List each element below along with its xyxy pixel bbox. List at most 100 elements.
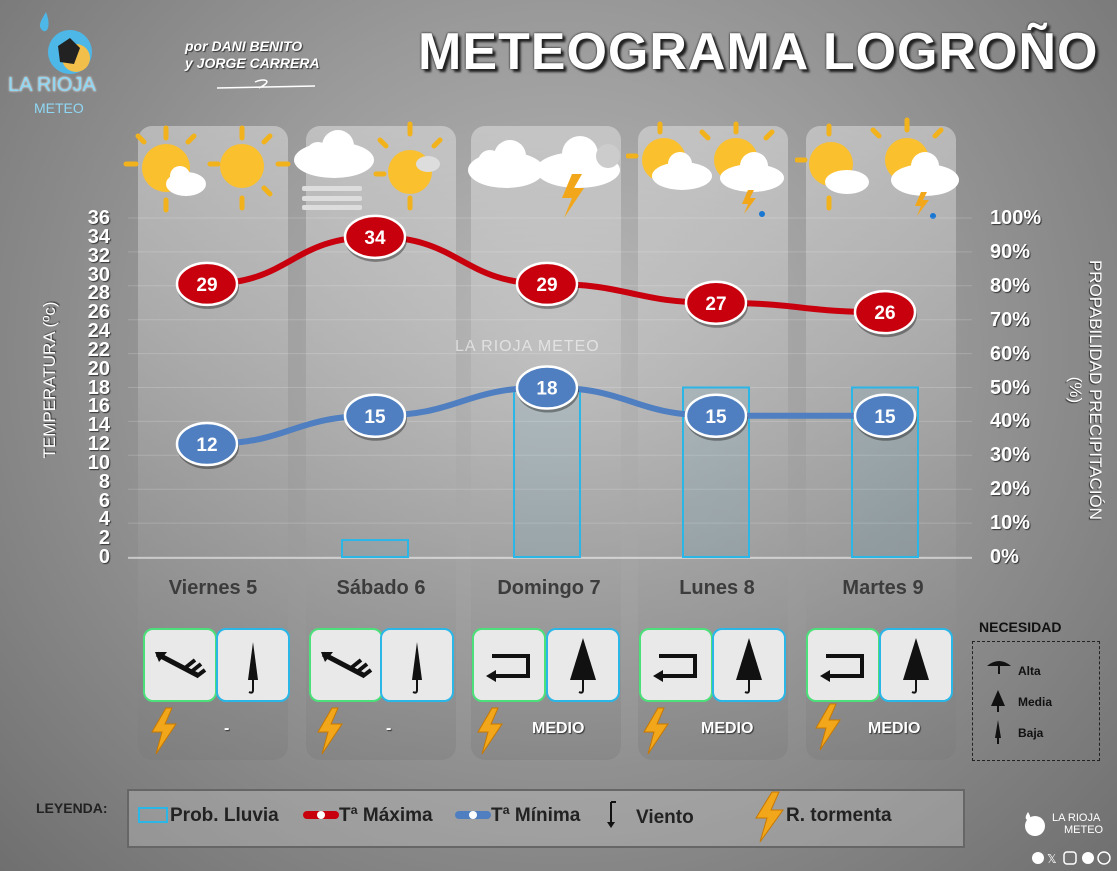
legend-tmin-label: Tª Mínima bbox=[491, 805, 581, 826]
weather-icon-sun-cloud-storm-2 bbox=[795, 117, 959, 219]
byline-line-2: y JORGE CARRERA bbox=[185, 55, 320, 71]
wind-arrow-icon bbox=[653, 654, 697, 682]
tmax-marker bbox=[853, 289, 917, 335]
y-tick-left: 26 bbox=[87, 301, 110, 324]
day-label-1: Viernes 5 bbox=[168, 577, 258, 599]
tmax-value-label: 26 bbox=[874, 303, 895, 324]
logo-name: LA RIOJA bbox=[8, 74, 96, 96]
legend-storm-label: R. tormenta bbox=[786, 805, 892, 826]
legend-tmin-swatch bbox=[455, 811, 491, 819]
storm-level-1: - bbox=[224, 720, 230, 737]
y-tick-left: 34 bbox=[87, 225, 110, 248]
rain-probability-bar bbox=[513, 386, 581, 558]
y-tick-right: 100% bbox=[990, 207, 1042, 229]
umbrella-medium-icon bbox=[903, 638, 929, 694]
y-tick-left: 24 bbox=[87, 320, 110, 342]
y-tick-left: 4 bbox=[98, 508, 110, 531]
y-tick-left: 14 bbox=[87, 414, 110, 437]
weather-icon-sunny-partly-cloudy bbox=[123, 125, 291, 213]
brand-corner-line-1: LA RIOJA bbox=[1052, 812, 1101, 824]
tmin-marker bbox=[175, 421, 239, 467]
umbrella-box-2 bbox=[380, 628, 454, 702]
telegram-icon[interactable] bbox=[1082, 852, 1094, 864]
day-label-5: Martes 9 bbox=[842, 577, 924, 599]
instagram-icon[interactable] bbox=[1063, 851, 1077, 865]
legend-rain-swatch bbox=[138, 807, 168, 823]
tmin-value-label: 12 bbox=[196, 435, 217, 456]
y-tick-right: 20% bbox=[990, 478, 1031, 501]
x-icon[interactable]: 𝕏 bbox=[1047, 852, 1057, 866]
day-label-2: Sábado 6 bbox=[336, 577, 426, 599]
social-icons: 𝕏 bbox=[1032, 851, 1111, 866]
umbrella-low-icon bbox=[412, 642, 422, 694]
weather-icon-cloudy-fog bbox=[294, 121, 443, 211]
day-label-3: Domingo 7 bbox=[497, 577, 601, 599]
y-tick-right: 60% bbox=[990, 342, 1031, 365]
tmin-marker bbox=[684, 393, 748, 438]
legend-label: LEYENDA: bbox=[36, 800, 108, 816]
umbrella-box-5 bbox=[879, 628, 953, 702]
tmin-marker bbox=[343, 393, 407, 438]
wind-arrow-icon bbox=[486, 654, 530, 682]
y-tick-left: 28 bbox=[87, 282, 110, 305]
wind-arrow-icon bbox=[155, 651, 207, 679]
tmin-value-label: 15 bbox=[874, 407, 896, 428]
logo-sub: METEO bbox=[34, 100, 84, 116]
storm-level-3: MEDIO bbox=[532, 720, 585, 737]
y-tick-left: 0 bbox=[98, 546, 110, 568]
y-tick-left: 22 bbox=[87, 338, 110, 361]
wind-box-5 bbox=[806, 628, 880, 702]
umbrella-medium-icon bbox=[991, 690, 1005, 712]
watermark: LA RIOJA METEO bbox=[455, 338, 600, 355]
logo-drop-icon bbox=[39, 12, 92, 74]
y-tick-left: 12 bbox=[87, 433, 110, 455]
tmax-marker bbox=[175, 261, 239, 307]
necesidad-media: Media bbox=[1018, 695, 1053, 709]
signature-mark bbox=[216, 79, 316, 89]
y-tick-left: 2 bbox=[98, 527, 110, 550]
storm-level-4: MEDIO bbox=[701, 720, 754, 737]
weather-icon-sun-cloud-storm bbox=[626, 121, 784, 217]
brand-corner-line-2: METEO bbox=[1064, 824, 1104, 836]
whatsapp-icon[interactable] bbox=[1097, 851, 1111, 865]
legend-box bbox=[127, 789, 965, 848]
storm-risk-icon bbox=[643, 707, 669, 755]
tmax-value-label: 29 bbox=[536, 275, 557, 296]
storm-risk-icon bbox=[151, 707, 177, 755]
y-tick-right: 0% bbox=[990, 546, 1019, 568]
umbrella-low-icon bbox=[995, 720, 1001, 744]
y-tick-left: 20 bbox=[87, 357, 110, 380]
umbrella-medium-icon bbox=[570, 638, 596, 694]
y-tick-left: 8 bbox=[98, 470, 110, 493]
y-tick-right: 80% bbox=[990, 274, 1031, 297]
tmin-value-label: 18 bbox=[536, 379, 557, 400]
storm-risk-icon bbox=[755, 791, 784, 843]
tmin-marker bbox=[515, 365, 579, 410]
tmax-value-label: 34 bbox=[364, 228, 386, 249]
y-tick-right: 50% bbox=[990, 376, 1031, 399]
tmin-value-label: 15 bbox=[705, 407, 727, 428]
page-title: METEOGRAMA LOGROÑO bbox=[418, 23, 1099, 81]
necesidad-title: NECESIDAD bbox=[979, 619, 1062, 635]
storm-level-5: MEDIO bbox=[868, 720, 921, 737]
tmax-value-label: 27 bbox=[705, 294, 726, 315]
y-tick-left: 32 bbox=[87, 244, 110, 267]
brand-corner: LA RIOJA METEO bbox=[1052, 812, 1103, 836]
necesidad-alta: Alta bbox=[1018, 664, 1041, 678]
umbrella-low-icon bbox=[248, 642, 258, 694]
day-label-4: Lunes 8 bbox=[679, 577, 755, 599]
umbrella-medium-icon bbox=[736, 638, 762, 694]
necesidad-box bbox=[972, 641, 1100, 761]
storm-risk-icon bbox=[317, 707, 343, 755]
tmin-value-label: 15 bbox=[364, 407, 386, 428]
y-tick-left: 36 bbox=[87, 207, 110, 229]
umbrella-box-4 bbox=[712, 628, 786, 702]
y-tick-right: 90% bbox=[990, 240, 1031, 263]
wind-arrow-icon bbox=[820, 654, 864, 682]
y-tick-left: 18 bbox=[87, 376, 110, 399]
facebook-icon[interactable] bbox=[1032, 852, 1044, 864]
weather-icon-cloudy-storm bbox=[468, 136, 620, 218]
wind-box-2 bbox=[309, 628, 383, 702]
